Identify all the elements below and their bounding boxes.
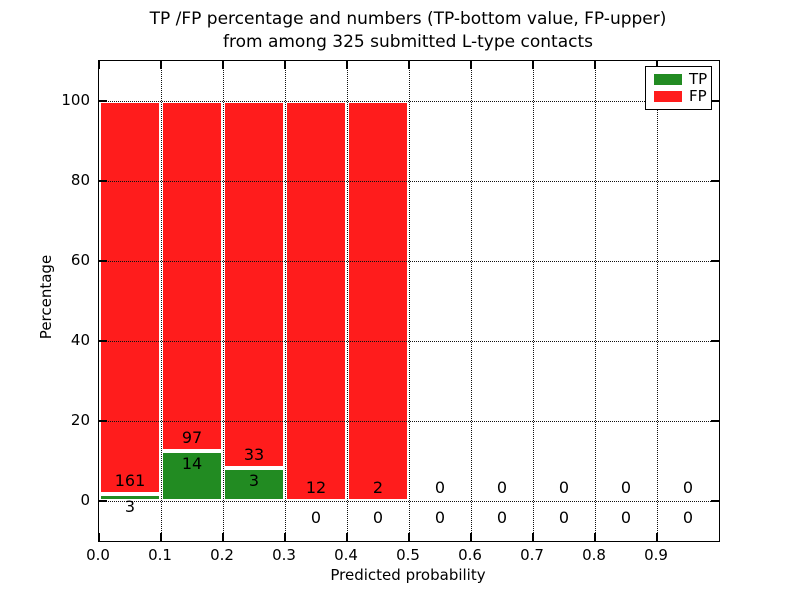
y-tick-mark — [711, 180, 719, 182]
tp-count-annotation: 0 — [682, 508, 694, 527]
tp-count-annotation: 0 — [310, 508, 322, 527]
x-gridline — [347, 61, 348, 541]
x-gridline — [409, 61, 410, 541]
x-tick-mark — [98, 61, 100, 69]
x-tick-mark — [222, 533, 224, 541]
x-gridline — [533, 61, 534, 541]
tp-color-swatch — [654, 73, 682, 85]
y-tick-mark — [711, 340, 719, 342]
tp-count-annotation: 3 — [248, 470, 260, 490]
y-tick-mark — [99, 340, 107, 342]
x-gridline — [161, 61, 162, 541]
x-tick-mark — [284, 61, 286, 69]
bar-tp — [223, 467, 285, 501]
y-tick-mark — [711, 100, 719, 102]
bar-fp — [223, 101, 285, 468]
chart-title-line1: TP /FP percentage and numbers (TP-bottom… — [149, 9, 667, 29]
x-tick-label: 0.4 — [334, 546, 358, 564]
y-tick-label: 40 — [70, 331, 90, 349]
x-tick-mark — [160, 533, 162, 541]
x-tick-mark — [408, 533, 410, 541]
x-tick-mark — [284, 533, 286, 541]
tp-count-annotation: 0 — [496, 508, 508, 527]
y-tick-mark — [99, 180, 107, 182]
y-tick-mark — [711, 500, 719, 502]
bar-tp — [99, 493, 161, 501]
tp-count-annotation: 0 — [372, 508, 384, 527]
tp-count-annotation: 0 — [620, 508, 632, 527]
fp-count-annotation: 0 — [682, 478, 694, 497]
y-tick-label: 60 — [70, 251, 90, 269]
legend-label-tp: TP — [689, 69, 708, 88]
fp-count-annotation: 0 — [496, 478, 508, 497]
x-tick-mark — [594, 533, 596, 541]
legend-item-fp: FP — [646, 89, 711, 104]
fp-count-annotation: 0 — [620, 478, 632, 497]
y-tick-label: 0 — [80, 491, 90, 509]
y-tick-mark — [711, 420, 719, 422]
x-tick-mark — [346, 61, 348, 69]
y-tick-label: 80 — [70, 171, 90, 189]
fp-color-swatch — [654, 91, 682, 103]
x-tick-label: 0.6 — [458, 546, 482, 564]
tp-count-annotation: 14 — [181, 453, 203, 473]
x-tick-mark — [594, 61, 596, 69]
tp-count-annotation: 3 — [124, 496, 136, 516]
x-tick-label: 0.2 — [210, 546, 234, 564]
x-gridline — [595, 61, 596, 541]
x-tick-mark — [470, 533, 472, 541]
x-gridline — [285, 61, 286, 541]
x-tick-label: 0.9 — [644, 546, 668, 564]
tp-count-annotation: 0 — [434, 508, 446, 527]
x-tick-mark — [346, 533, 348, 541]
x-tick-label: 0.1 — [148, 546, 172, 564]
x-tick-mark — [532, 533, 534, 541]
y-tick-label: 20 — [70, 411, 90, 429]
y-tick-mark — [99, 420, 107, 422]
fp-count-annotation: 0 — [558, 478, 570, 497]
bar-fp — [99, 101, 161, 494]
legend: TP FP — [645, 66, 712, 110]
x-tick-label: 0.7 — [520, 546, 544, 564]
fp-count-annotation: 97 — [181, 427, 203, 447]
x-tick-label: 0.0 — [86, 546, 110, 564]
legend-label-fp: FP — [689, 87, 707, 106]
x-tick-label: 0.5 — [396, 546, 420, 564]
x-tick-mark — [160, 61, 162, 69]
x-tick-mark — [470, 61, 472, 69]
fp-count-annotation: 161 — [114, 470, 146, 490]
y-tick-label: 100 — [61, 91, 90, 109]
plot-area: 161 3 97 14 33 3 12 0 2 0 0 0 0 0 0 0 0 0 0 0 — [98, 60, 720, 542]
x-gridline — [223, 61, 224, 541]
tp-count-annotation: 0 — [558, 508, 570, 527]
y-tick-mark — [99, 100, 107, 102]
x-axis-label: Predicted probability — [330, 566, 486, 584]
x-tick-mark — [656, 61, 658, 69]
x-tick-mark — [656, 533, 658, 541]
y-tick-mark — [99, 260, 107, 262]
bar-fp — [285, 101, 347, 501]
x-gridline — [657, 61, 658, 541]
x-tick-label: 0.3 — [272, 546, 296, 564]
bar-fp — [347, 101, 409, 501]
y-tick-mark — [711, 260, 719, 262]
x-tick-mark — [532, 61, 534, 69]
bar-tp — [161, 450, 223, 501]
x-gridline — [471, 61, 472, 541]
x-tick-mark — [98, 533, 100, 541]
bar-fp — [161, 101, 223, 451]
x-tick-mark — [408, 61, 410, 69]
fp-count-annotation: 2 — [372, 478, 384, 497]
fp-count-annotation: 0 — [434, 478, 446, 497]
x-tick-label: 0.8 — [582, 546, 606, 564]
y-tick-mark — [99, 500, 107, 502]
chart-title-line2: from among 325 submitted L-type contacts — [222, 32, 593, 52]
fp-count-annotation: 12 — [305, 478, 327, 497]
chart-title: TP /FP percentage and numbers (TP-bottom… — [98, 8, 718, 54]
fp-count-annotation: 33 — [243, 444, 265, 464]
legend-item-tp: TP — [646, 69, 711, 88]
x-tick-mark — [222, 61, 224, 69]
